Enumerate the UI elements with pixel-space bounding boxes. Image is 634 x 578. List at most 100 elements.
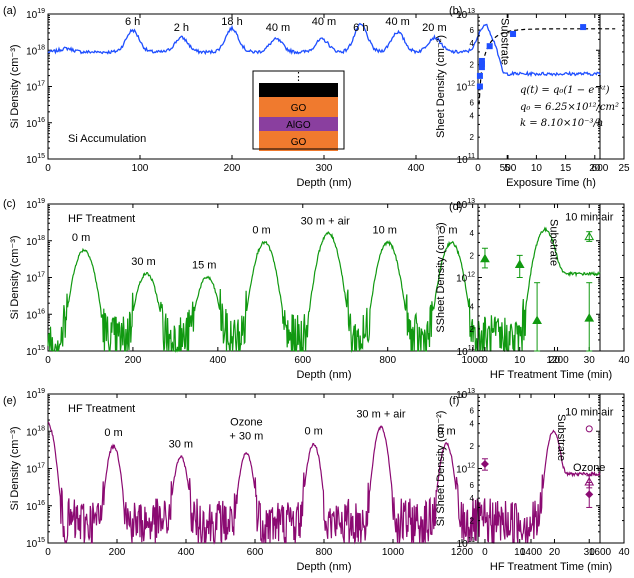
inset-layer-label: GO <box>291 137 307 148</box>
fit-k: k = 8.10×10⁻³/h <box>520 118 603 129</box>
y-tick-label: 1015 <box>26 153 45 166</box>
fit-equation: q(t) = q₀(1 − e⁻ᵏᵗ) <box>520 85 610 96</box>
x-tick-label: 30 <box>584 355 596 366</box>
x-tick-label: 400 <box>178 547 195 558</box>
substrate-label: Substrate <box>555 414 567 461</box>
x-tick-label: 600 <box>294 355 311 366</box>
data-point <box>532 315 542 324</box>
substrate-label: Substrate <box>499 18 511 65</box>
y-tick-label: 1019 <box>26 8 45 21</box>
y-tick-label: 1013 <box>456 198 475 211</box>
y-minor-label: 4 <box>470 303 475 312</box>
y-minor-label: 2 <box>470 251 475 260</box>
inset-layer <box>259 131 338 151</box>
x-tick-label: 200 <box>224 163 241 174</box>
x-tick-label: 10 <box>531 163 543 174</box>
x-tick-label: 1000 <box>461 355 484 366</box>
peak-label: 30 m <box>131 256 155 268</box>
x-tick-label: 600 <box>247 547 264 558</box>
y-tick-label: 1011 <box>457 153 475 166</box>
y-tick-label: 1011 <box>457 537 475 550</box>
x-tick-label: 1200 <box>451 547 474 558</box>
peak-label: Ozone <box>230 417 262 429</box>
y-minor-label: 2 <box>470 133 475 142</box>
x-tick-label: 0 <box>45 163 51 174</box>
panel-label: (e) <box>3 395 16 407</box>
substrate-label: Substrate <box>547 219 559 266</box>
x-axis-label: Exposure Time (h) <box>506 177 596 189</box>
y-minor-label: 2 <box>470 517 475 526</box>
x-tick-label: 40 <box>618 355 630 366</box>
x-axis-label: HF Treatment Time (min) <box>490 561 612 573</box>
panel-label: (c) <box>3 198 16 210</box>
inset-layer-label: Air Exposure <box>270 86 328 97</box>
y-minor-label: 4 <box>470 420 475 429</box>
peak-label: 40 m <box>312 16 336 28</box>
inset-ellipsis: ⋮ <box>293 71 304 83</box>
x-tick-label: 800 <box>316 547 333 558</box>
x-tick-label: 25 <box>618 163 630 174</box>
y-axis-label: Si Density (cm⁻³) <box>9 235 21 319</box>
x-tick-label: 20 <box>589 163 601 174</box>
panel-label: (a) <box>3 5 16 17</box>
y-axis-label: SSheet Density (cm⁻²) <box>435 222 447 332</box>
y-tick-label: 1015 <box>26 345 45 358</box>
y-minor-label: 6 <box>470 407 475 416</box>
data-point <box>584 476 595 486</box>
fit-curve <box>478 28 616 105</box>
y-minor-label: 4 <box>470 229 475 238</box>
x-tick-label: 10 <box>514 547 526 558</box>
y-tick-label: 1019 <box>26 198 45 211</box>
y-minor-label: 4 <box>470 494 475 503</box>
x-tick-label: 500 <box>500 163 517 174</box>
x-tick-label: 20 <box>549 547 561 558</box>
data-point <box>584 313 595 322</box>
x-axis-label: Depth (nm) <box>296 561 351 573</box>
peak-label: 6 h <box>125 16 140 28</box>
x-tick-label: 200 <box>109 547 126 558</box>
y-minor-label: 6 <box>470 481 475 490</box>
data-point <box>480 253 490 263</box>
y-minor-label: 2 <box>470 442 475 451</box>
y-tick-label: 1012 <box>456 272 475 285</box>
axes-e <box>47 393 601 544</box>
x-tick-label: 800 <box>379 355 396 366</box>
x-axis-label: Depth (nm) <box>296 177 351 189</box>
peak-label: 40 m <box>266 22 290 34</box>
inset-layer <box>259 83 338 97</box>
data-point <box>486 43 493 50</box>
x-tick-label: 1400 <box>520 547 543 558</box>
inset-layer-label: GO <box>291 103 307 114</box>
y-tick-label: 1015 <box>26 537 45 550</box>
y-tick-label: 1013 <box>456 388 475 401</box>
y-tick-label: 1017 <box>26 272 45 285</box>
y-tick-label: 1017 <box>26 463 45 476</box>
point-annotation: 10 min air <box>565 407 614 419</box>
peak-label: 6 h <box>353 22 368 34</box>
peak-label: 30 m <box>169 438 193 450</box>
peak-label: 20 m <box>422 22 446 34</box>
panel-label: (f) <box>449 395 459 407</box>
y-tick-label: 1018 <box>26 44 45 57</box>
peak-label: 0 m <box>439 225 457 237</box>
x-tick-label: 1000 <box>382 547 405 558</box>
y-axis-label: Si Sheet Density (cm⁻²) <box>435 411 447 527</box>
y-tick-label: 1013 <box>456 8 475 21</box>
data-point <box>476 72 483 79</box>
peak-label: 30 m + air <box>301 215 351 227</box>
y-tick-label: 1012 <box>456 463 475 476</box>
x-tick-label: 20 <box>549 355 561 366</box>
series-line <box>47 226 601 353</box>
data-point <box>478 57 485 64</box>
corner-label: HF Treatment <box>68 403 135 415</box>
x-tick-label: 0 <box>482 355 488 366</box>
peak-label: 0 m <box>437 425 455 437</box>
x-tick-label: 0 <box>482 547 488 558</box>
inset-layer <box>259 97 338 117</box>
axes-a <box>47 13 601 160</box>
peak-label: 18 h <box>221 16 242 28</box>
x-tick-label: 400 <box>210 355 227 366</box>
axes-d <box>477 203 625 352</box>
peak-label: 30 m + air <box>356 409 406 421</box>
